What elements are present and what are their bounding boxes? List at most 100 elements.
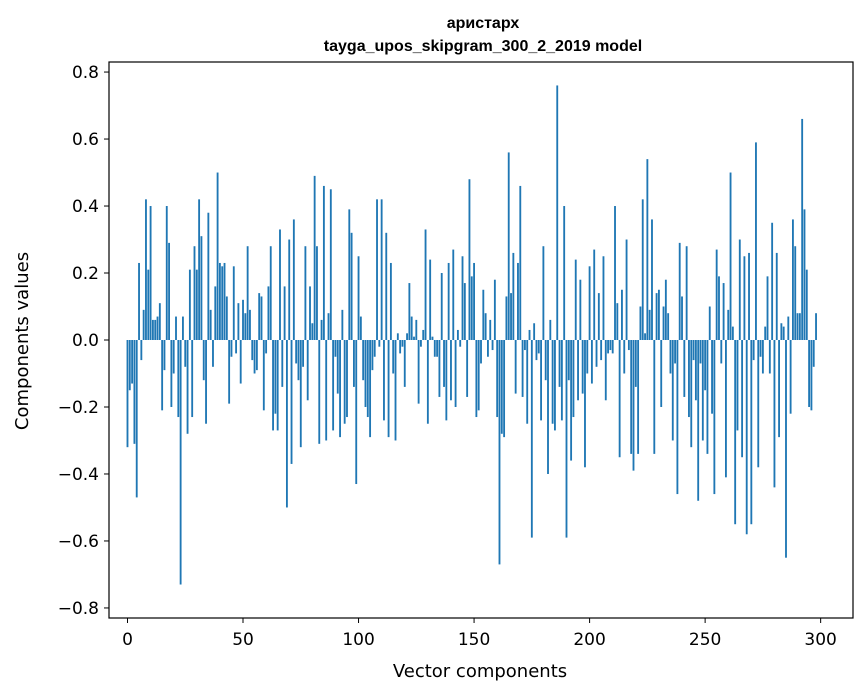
bar (406, 333, 408, 340)
bar (602, 256, 605, 340)
bar (156, 316, 159, 340)
bar (447, 262, 450, 340)
bar (540, 340, 542, 421)
y-tick-label: −0.6 (58, 532, 99, 552)
bar (151, 319, 154, 340)
bar (771, 222, 774, 340)
bar (623, 340, 626, 374)
bar (759, 340, 762, 357)
bar (646, 159, 649, 340)
bar (528, 329, 531, 340)
bar (637, 340, 640, 454)
bar (671, 340, 674, 441)
bar (653, 340, 656, 454)
bar (607, 340, 610, 354)
bar (253, 340, 256, 374)
bar (232, 266, 235, 340)
bar (572, 340, 575, 418)
bar (537, 340, 540, 354)
bar (334, 340, 337, 357)
bar (387, 340, 390, 438)
x-axis-label: Vector components (393, 661, 567, 682)
bar (182, 316, 184, 340)
bar (535, 340, 538, 361)
bar (336, 340, 339, 394)
bar (316, 246, 318, 340)
bar (413, 336, 415, 340)
bar (627, 340, 630, 351)
bar (380, 199, 383, 340)
bar (604, 340, 607, 401)
bar (567, 340, 570, 381)
bar (748, 252, 750, 340)
bar (440, 273, 443, 340)
bar (209, 309, 212, 340)
bar (556, 85, 559, 340)
bar (609, 340, 612, 351)
bar (669, 340, 672, 374)
bar (618, 340, 621, 458)
bar (590, 340, 593, 384)
bar (346, 340, 348, 418)
bar (796, 313, 799, 340)
bar (558, 340, 561, 387)
bar (681, 296, 683, 340)
y-tick-label: −0.4 (58, 465, 99, 485)
bar (588, 266, 591, 340)
bar (787, 316, 790, 340)
bar (373, 340, 376, 357)
bar (343, 340, 346, 424)
bar (547, 340, 549, 474)
bar (551, 340, 554, 424)
bar (408, 283, 411, 340)
bar (260, 296, 263, 340)
bar (311, 323, 314, 340)
bar (496, 340, 499, 418)
bar (563, 206, 566, 340)
bar-series (126, 85, 817, 585)
bar (165, 206, 168, 340)
bar (223, 262, 226, 340)
bar (482, 289, 485, 340)
bar (498, 340, 501, 565)
bar (320, 319, 323, 340)
bar (741, 340, 744, 458)
bar (306, 340, 309, 401)
bar (815, 313, 817, 340)
bar (332, 340, 335, 431)
bar (290, 340, 293, 464)
bar (644, 333, 646, 340)
bar (593, 249, 596, 340)
bar (484, 313, 487, 340)
bar (392, 340, 395, 374)
bar (491, 340, 494, 351)
bar (459, 340, 462, 347)
bar (468, 179, 471, 340)
bar (357, 256, 360, 340)
bar (216, 172, 219, 340)
bar (542, 246, 545, 340)
bar (595, 340, 598, 367)
bar (230, 340, 233, 357)
x-tick-label: 250 (689, 630, 721, 650)
bar (353, 340, 355, 387)
bar (429, 259, 432, 340)
bar (727, 309, 730, 340)
bar (376, 199, 378, 340)
bar (798, 313, 801, 340)
bar (246, 246, 249, 340)
bar (322, 185, 325, 340)
bar (461, 256, 464, 340)
bar (292, 219, 295, 340)
bar (697, 340, 700, 501)
bar (713, 340, 716, 495)
bar (489, 319, 492, 340)
bar (678, 242, 681, 340)
bar (452, 249, 455, 340)
bar (463, 283, 466, 340)
x-tick-label: 300 (804, 630, 836, 650)
bar (530, 340, 533, 538)
bar (283, 286, 286, 340)
bar (149, 206, 152, 340)
